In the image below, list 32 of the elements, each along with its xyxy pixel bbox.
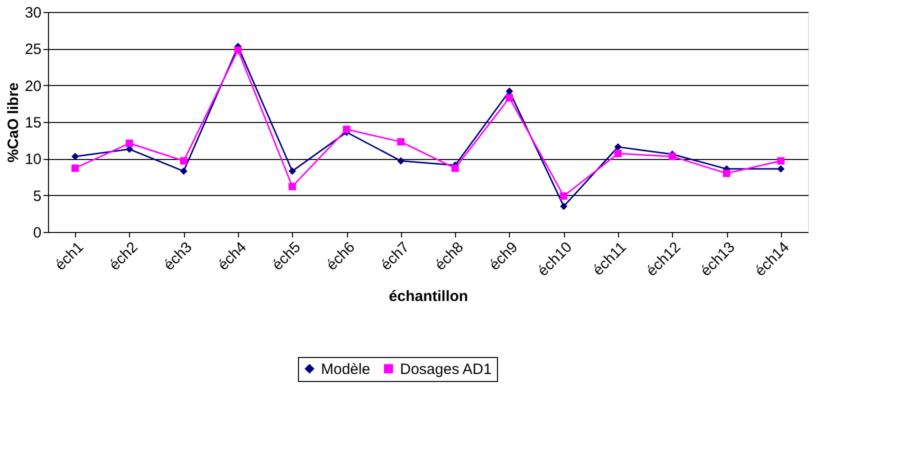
y-axis-title: %CaO libre [4, 82, 22, 163]
point [777, 157, 785, 165]
point [506, 87, 514, 95]
point [126, 140, 134, 147]
point [777, 165, 785, 173]
point [560, 192, 568, 200]
legend-label: Dosages AD1 [400, 360, 492, 378]
y-tick-label: 5 [33, 188, 42, 205]
point [288, 167, 296, 175]
point [71, 164, 79, 172]
point [342, 126, 350, 134]
point [180, 167, 188, 175]
point [180, 157, 188, 165]
point [451, 164, 459, 172]
point [560, 202, 568, 210]
point [614, 143, 622, 151]
point [397, 157, 405, 165]
point [506, 94, 514, 102]
y-tick-label: 10 [24, 151, 42, 168]
x-axis-title: échantillon [388, 288, 468, 306]
point [668, 152, 676, 160]
point [288, 182, 296, 190]
point [234, 46, 242, 54]
y-tick-label: 20 [24, 78, 42, 95]
y-tick-label: 30 [24, 4, 42, 22]
legend-label: Modèle [321, 360, 370, 378]
point [722, 170, 730, 178]
point [71, 152, 79, 160]
y-tick-label: 25 [24, 41, 42, 58]
point [397, 138, 405, 146]
y-tick-label: 0 [33, 224, 42, 242]
y-tick-label: 15 [24, 114, 42, 132]
